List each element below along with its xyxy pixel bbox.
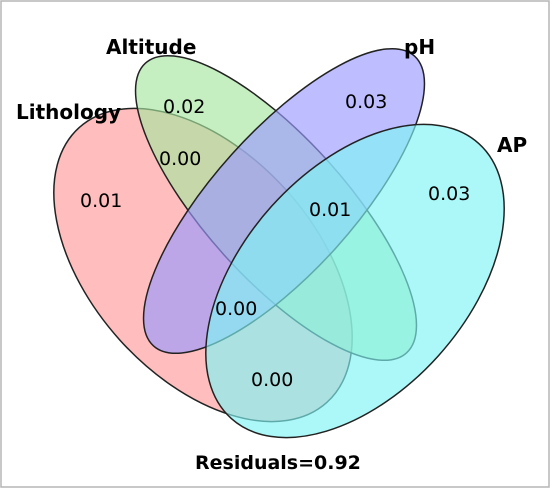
residuals-label: Residuals=0.92 bbox=[195, 452, 361, 474]
ph-only-value: 0.03 bbox=[345, 91, 387, 113]
ap-set-ellipse bbox=[205, 123, 505, 439]
ph-ap-value: 0.01 bbox=[309, 199, 351, 221]
lithology-only-value: 0.01 bbox=[80, 190, 122, 212]
ph-label: pH bbox=[404, 35, 435, 59]
lithology-ap-value: 0.00 bbox=[251, 369, 293, 391]
lithology-label: Lithology bbox=[16, 100, 121, 124]
ap-only-value: 0.03 bbox=[428, 183, 470, 205]
altitude-label: Altitude bbox=[106, 35, 196, 59]
lithology-altitude-value: 0.00 bbox=[159, 148, 201, 170]
ap-label: AP bbox=[497, 133, 527, 157]
altitude-only-value: 0.02 bbox=[163, 96, 205, 118]
lithology-altitude-ap-value: 0.00 bbox=[215, 298, 257, 320]
